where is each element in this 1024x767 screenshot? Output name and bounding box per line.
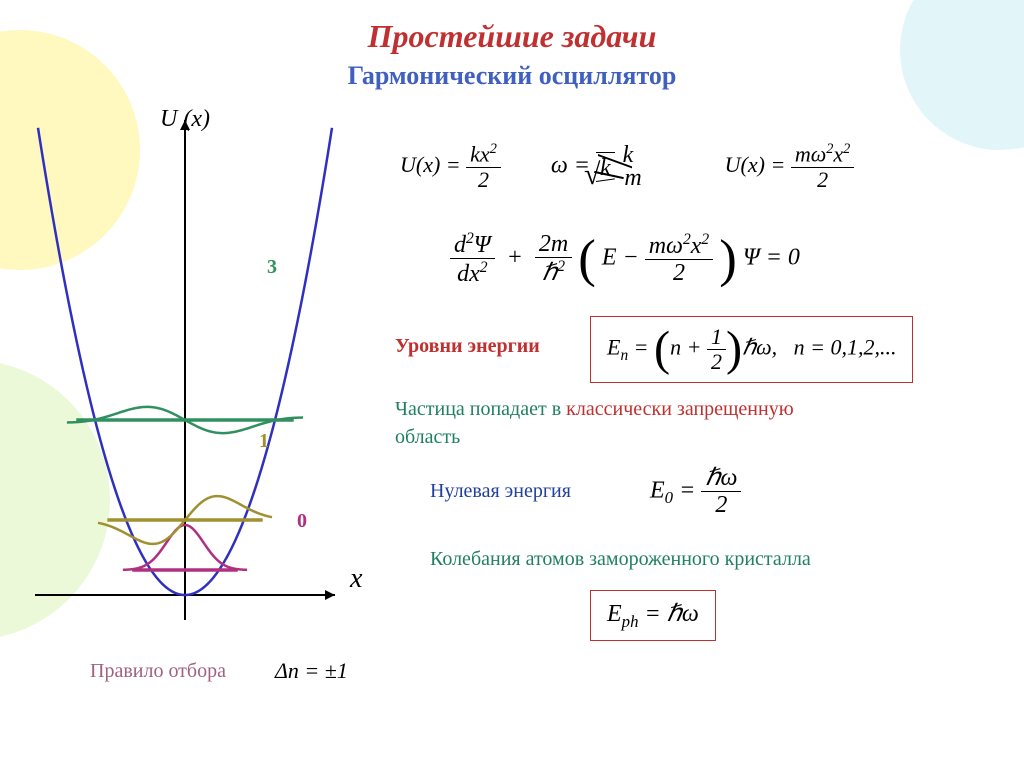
eq-zero-energy: E0 = ℏω2 bbox=[650, 465, 741, 519]
equations-row-1: U(x) = kx22 ω = √ k k m U(x) = mω2x22 bbox=[400, 142, 854, 192]
selection-rule-label: Правило отбора bbox=[90, 660, 226, 683]
crystal-text: Колебания атомов замороженного кристалла bbox=[430, 548, 811, 571]
forbidden-region-text: Частица попадает в классически запрещенн… bbox=[395, 395, 995, 451]
eq-schrodinger: d2Ψdx2 + 2mℏ2 ( E − mω2x22 ) Ψ = 0 bbox=[450, 230, 800, 288]
oscillator-chart: U (x) x 0 1 3 bbox=[35, 120, 345, 640]
chart-xlabel: x bbox=[350, 563, 362, 595]
energy-levels-label: Уровни энергии bbox=[395, 335, 540, 358]
eq-ux-kx: U(x) = kx22 bbox=[400, 142, 501, 192]
level-0-label: 0 bbox=[297, 510, 307, 533]
chart-ylabel: U (x) bbox=[160, 106, 210, 133]
level-1-label: 1 bbox=[259, 430, 269, 453]
page-title: Простейшие задачи bbox=[0, 0, 1024, 55]
level-3-label: 3 bbox=[267, 256, 277, 279]
eq-phonon: Eph = ℏω bbox=[590, 590, 716, 641]
subtitle: Гармонический осциллятор bbox=[0, 55, 1024, 91]
zero-energy-label: Нулевая энергия bbox=[430, 480, 571, 503]
eq-selection-rule: Δn = ±1 bbox=[275, 658, 348, 684]
eq-energy-levels: En = (n + 12)ℏω, n = 0,1,2,... bbox=[590, 316, 913, 383]
eq-ux-mw: U(x) = mω2x22 bbox=[725, 142, 855, 192]
eq-omega: ω = √ k k m bbox=[551, 152, 655, 182]
